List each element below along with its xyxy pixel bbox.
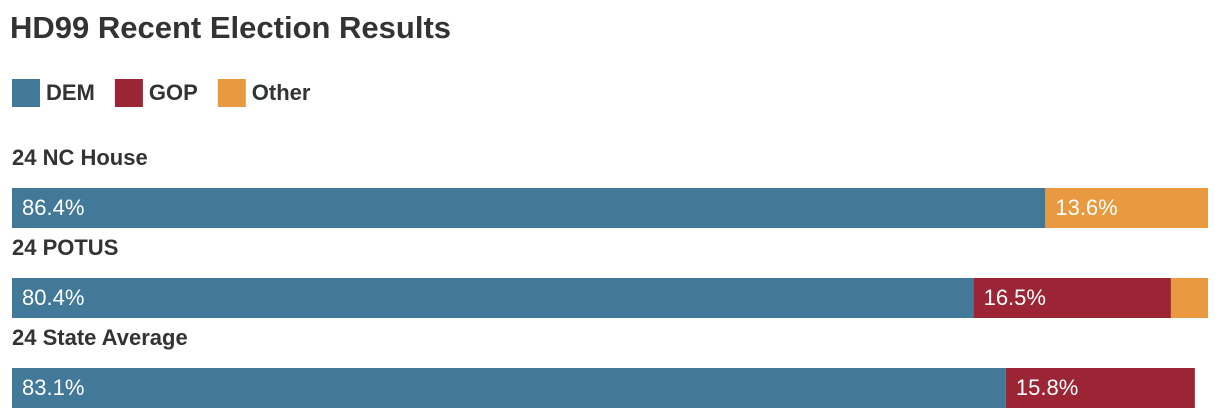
bar-segment xyxy=(12,278,974,318)
legend-label: Other xyxy=(252,80,311,105)
bar-segment xyxy=(12,368,1006,408)
legend-swatch xyxy=(114,79,143,107)
bar-segment xyxy=(12,188,1046,228)
category-label: 24 POTUS xyxy=(12,235,118,260)
value-label: 15.8% xyxy=(1016,375,1078,400)
category-label: 24 NC House xyxy=(12,145,148,170)
legend-label: GOP xyxy=(149,80,198,105)
legend-swatch xyxy=(12,79,40,107)
bar-segment xyxy=(1045,188,1208,228)
value-label: 83.1% xyxy=(22,375,84,400)
bar-segment xyxy=(1005,368,1195,408)
legend-label: DEM xyxy=(46,80,95,105)
value-label: 80.4% xyxy=(22,285,84,310)
legend-swatch xyxy=(217,79,246,107)
category-label: 24 State Average xyxy=(12,325,188,350)
bar-segment xyxy=(973,278,1171,318)
value-label: 86.4% xyxy=(22,195,84,220)
chart-title: HD99 Recent Election Results xyxy=(10,10,451,45)
value-label: 13.6% xyxy=(1055,195,1117,220)
value-label: 16.5% xyxy=(984,285,1046,310)
bar-segment xyxy=(1170,278,1208,318)
